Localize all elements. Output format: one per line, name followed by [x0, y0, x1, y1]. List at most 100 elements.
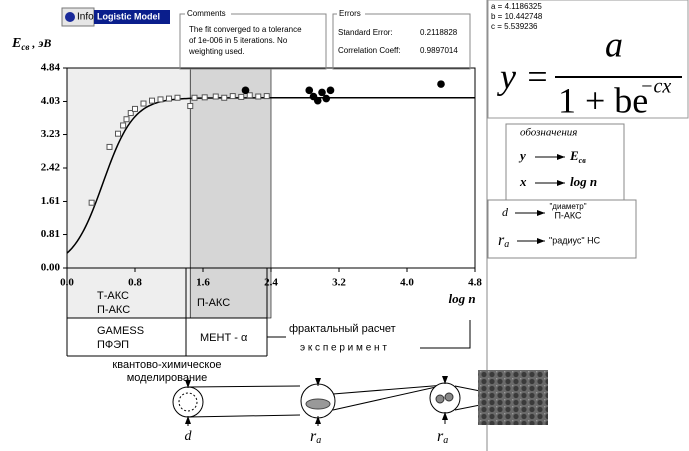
- error-label: Standard Error:: [338, 28, 393, 37]
- data-point: [305, 87, 313, 95]
- screen: 0.000.811.612.423.234.034.840.00.81.62.4…: [0, 0, 689, 451]
- comment-line: The fit converged to a tolerance: [189, 25, 302, 34]
- data-point: [327, 87, 335, 95]
- data-point: [242, 87, 250, 95]
- legend-target: Eсв: [569, 148, 586, 165]
- comment-line: weighting used.: [188, 47, 245, 56]
- projection-line: [188, 386, 300, 387]
- legend-symbol: ra: [498, 232, 509, 251]
- data-point: [256, 94, 261, 99]
- data-point: [230, 94, 235, 99]
- target-main: E: [569, 148, 579, 163]
- legend-text: "радиус" НС: [549, 235, 601, 245]
- symbol-sub: a: [316, 435, 321, 446]
- legend-symbol: y: [518, 148, 526, 163]
- legend-symbol: d: [502, 205, 509, 219]
- diagram-label: ra: [310, 428, 321, 447]
- model-text[interactable]: Logistic Model: [97, 11, 160, 21]
- data-point: [133, 106, 138, 111]
- data-point: [124, 117, 129, 122]
- formula-exponent: −cx: [640, 76, 671, 98]
- x-tick-label: 4.8: [468, 277, 482, 289]
- data-point: [121, 123, 126, 128]
- experiment-label: э к с п е р и м е н т: [300, 343, 387, 354]
- data-point: [116, 131, 121, 136]
- data-point: [314, 97, 322, 105]
- table-cell: GAMESS: [97, 325, 144, 337]
- y-tick-label: 0.81: [41, 228, 60, 240]
- error-value: 0.9897014: [420, 46, 458, 55]
- y-tick-label: 2.42: [41, 162, 61, 174]
- data-point: [213, 94, 218, 99]
- micrograph: [478, 370, 548, 425]
- formula-lhs: y =: [497, 56, 549, 96]
- diagram-label: ra: [437, 428, 448, 447]
- fit-param: c = 5.539236: [491, 22, 538, 31]
- data-point: [141, 101, 146, 106]
- projection-line: [333, 385, 445, 410]
- legend-title: обозначения: [520, 127, 577, 139]
- error-value: 0.2118828: [420, 28, 458, 37]
- comment-line: of 1e-006 in 5 iterations. No: [189, 36, 288, 45]
- errors-title: Errors: [339, 9, 361, 18]
- error-label: Correlation Coeff:: [338, 46, 401, 55]
- data-point: [167, 96, 172, 101]
- info-text[interactable]: Info: [77, 12, 94, 23]
- data-point: [188, 104, 193, 109]
- data-point: [322, 95, 330, 103]
- x-tick-label: 4.0: [400, 277, 414, 289]
- errors-box: [333, 14, 470, 69]
- data-point: [247, 93, 252, 98]
- label-sub: св: [21, 42, 29, 52]
- quantum-label: моделирование: [127, 372, 208, 384]
- data-point: [239, 94, 244, 99]
- bracket: [420, 320, 470, 348]
- particle: [436, 395, 444, 403]
- particle: [445, 393, 453, 401]
- y-tick-label: 3.23: [41, 128, 61, 140]
- x-tick-label: 0.8: [128, 277, 142, 289]
- table-cell: Т-АКС: [97, 290, 129, 302]
- data-point: [158, 97, 163, 102]
- data-point: [150, 98, 155, 103]
- label-unit: , эВ: [29, 36, 51, 50]
- data-point: [264, 94, 269, 99]
- y-axis-label: Eсв , эВ: [11, 36, 51, 52]
- target-sub: св: [579, 156, 587, 165]
- x-tick-label: 1.6: [196, 277, 210, 289]
- fit-param: b = 10.442748: [491, 12, 543, 21]
- legend-text: П-АКС: [554, 210, 582, 220]
- legend-symbol: x: [519, 174, 527, 189]
- y-tick-label: 0.00: [41, 262, 61, 274]
- table-cell: МЕНТ - α: [200, 332, 248, 344]
- y-tick-label: 4.84: [41, 62, 61, 74]
- label-main: E: [11, 36, 21, 51]
- data-point: [202, 95, 207, 100]
- comments-title: Comments: [187, 9, 226, 18]
- data-point: [318, 89, 326, 97]
- projection-line: [188, 415, 300, 417]
- table-cell: П-АКС: [197, 297, 230, 309]
- data-point: [222, 95, 227, 100]
- diagram-label: d: [185, 429, 193, 444]
- quantum-label: квантово-химическое: [112, 359, 221, 371]
- symbol-sub: a: [504, 239, 509, 250]
- x-axis-label: log n: [448, 291, 475, 306]
- y-tick-label: 1.61: [41, 195, 60, 207]
- y-tick-label: 4.03: [41, 95, 61, 107]
- fit-param: a = 4.1186325: [491, 2, 542, 11]
- info-icon: [65, 12, 75, 22]
- x-tick-label: 3.2: [332, 277, 346, 289]
- symbol-sub: a: [443, 435, 448, 446]
- x-tick-label: 2.4: [264, 277, 278, 289]
- data-point: [89, 200, 94, 205]
- table-cell: П-АКС: [97, 304, 130, 316]
- data-point: [175, 95, 180, 100]
- table-cell: ПФЭП: [97, 339, 129, 351]
- formula-denominator: 1 + be: [558, 80, 648, 120]
- fractal-label: фрактальный расчет: [289, 323, 396, 335]
- cluster: [173, 387, 203, 417]
- legend-target: log n: [570, 174, 597, 189]
- cluster-particles: [306, 399, 330, 409]
